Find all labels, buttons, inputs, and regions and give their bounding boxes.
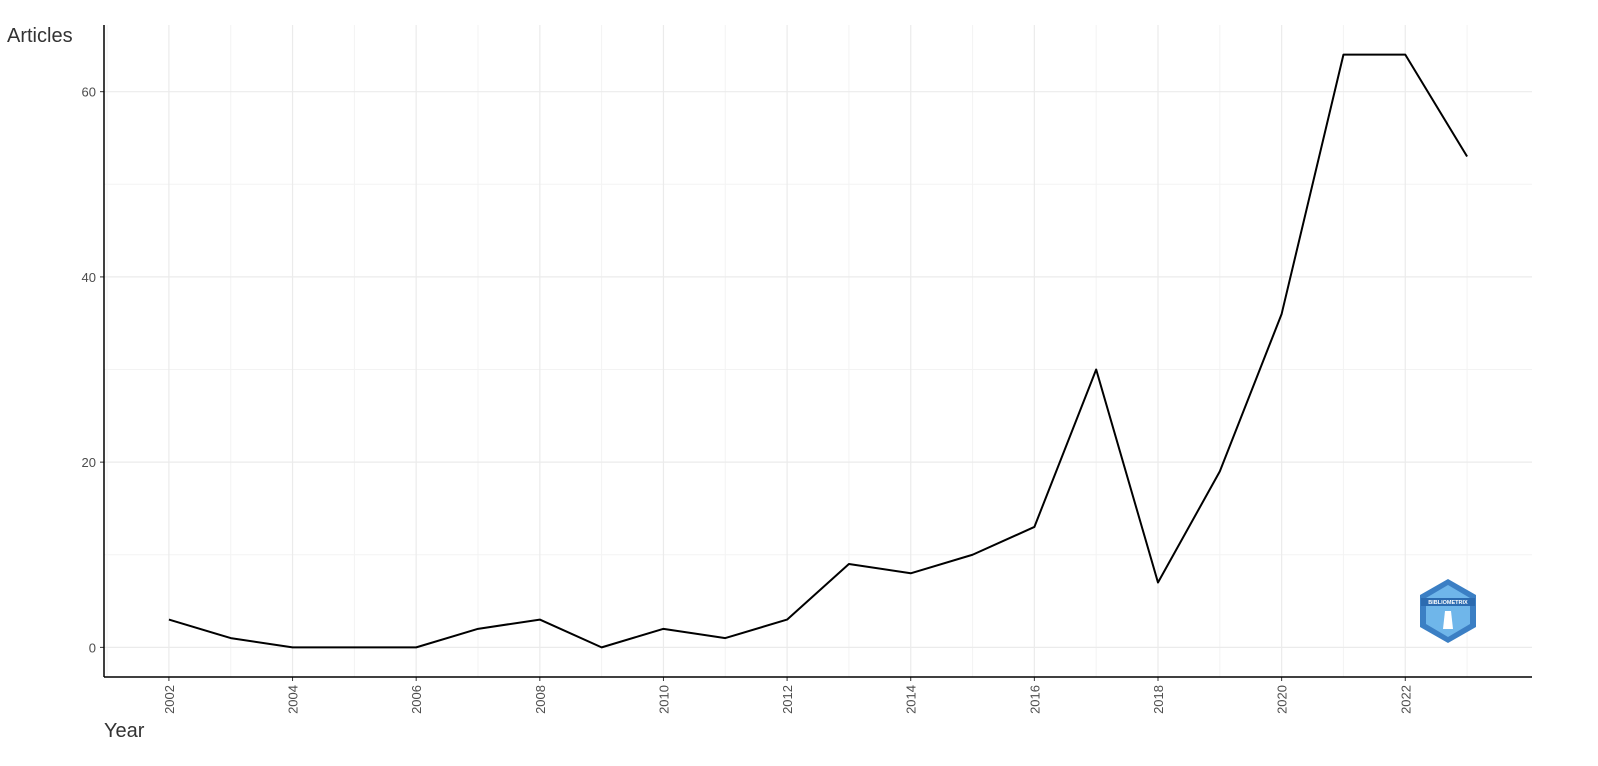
x-tick-label: 2012 — [780, 685, 795, 714]
y-axis-title: Articles — [7, 25, 73, 47]
x-tick-label: 2018 — [1151, 685, 1166, 714]
x-tick-label: 2022 — [1398, 685, 1413, 714]
x-tick-label: 2016 — [1027, 685, 1042, 714]
y-tick-label: 20 — [82, 455, 96, 470]
x-tick-label: 2004 — [286, 685, 301, 714]
x-tick-label: 2010 — [656, 685, 671, 714]
logo-text: BIBLIOMETRIX — [1428, 600, 1468, 606]
logo: BIBLIOMETRIX — [1420, 579, 1476, 643]
y-tick-label: 40 — [82, 270, 96, 285]
logo-tower — [1443, 611, 1453, 629]
data-line — [168, 53, 1468, 649]
logo-band — [1421, 598, 1475, 606]
x-tick-label: 2014 — [904, 685, 919, 714]
x-tick-label: 2002 — [162, 685, 177, 714]
y-tick-label: 60 — [82, 85, 96, 100]
y-tick-label: 0 — [89, 640, 96, 655]
x-tick-label: 2020 — [1275, 685, 1290, 714]
x-axis-title: Year — [104, 720, 145, 742]
x-tick-label: 2006 — [409, 685, 424, 714]
x-tick-label: 2008 — [533, 685, 548, 714]
